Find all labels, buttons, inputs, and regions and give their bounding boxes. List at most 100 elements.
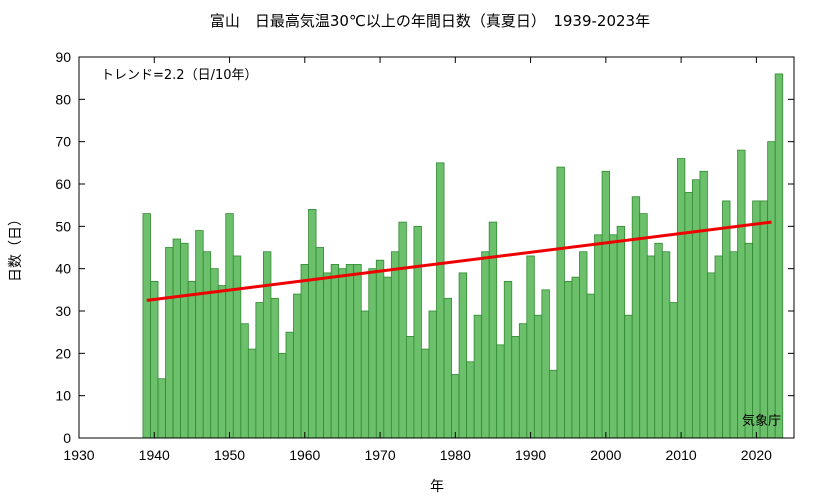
x-axis-label: 年 (430, 479, 444, 495)
bar-2017 (729, 251, 738, 439)
x-tick-label: 2010 (666, 447, 697, 463)
y-tick-label: 30 (55, 303, 71, 319)
bar-1947 (202, 251, 212, 439)
y-tick-label: 60 (55, 176, 71, 192)
bar-1943 (172, 238, 182, 439)
bar-1939 (142, 213, 151, 439)
bar-1964 (330, 264, 340, 439)
bar-1959 (293, 293, 302, 439)
bar-2018 (737, 149, 746, 439)
bar-2021 (759, 200, 769, 439)
y-tick-label: 90 (55, 49, 71, 65)
bar-1941 (157, 378, 166, 439)
y-axis: 0 10 20 30 40 50 60 70 80 90 (55, 49, 794, 446)
bar-2016 (722, 200, 731, 439)
bar-2015 (714, 255, 723, 439)
bar-1963 (323, 272, 332, 439)
bar-2007 (654, 242, 663, 439)
bar-1961 (308, 208, 317, 439)
bars-group (142, 73, 784, 439)
bar-1954 (255, 302, 264, 439)
bar-2020 (752, 200, 761, 439)
bar-1977 (428, 310, 437, 439)
bar-1982 (466, 361, 475, 439)
x-tick-label: 1990 (515, 447, 546, 463)
bar-1974 (405, 335, 415, 439)
bar-1989 (518, 323, 528, 439)
bar-2006 (646, 255, 656, 439)
source-label: 気象庁 (742, 413, 781, 429)
chart-title: 富山 日最高気温30℃以上の年間日数（真夏日） 1939-2023年 (210, 12, 650, 30)
y-tick-label: 20 (55, 345, 71, 361)
x-tick-label: 2020 (741, 447, 772, 463)
bar-1987 (503, 280, 513, 439)
trend-label: トレンド=2.2（日/10年） (101, 68, 258, 83)
bar-1944 (180, 242, 189, 439)
bar-2002 (616, 225, 626, 439)
bar-1991 (533, 314, 543, 439)
bar-1980 (451, 374, 460, 439)
bar-1950 (225, 213, 234, 439)
y-tick-label: 10 (55, 388, 71, 404)
bar-1990 (526, 255, 535, 439)
y-tick-label: 50 (55, 218, 71, 234)
bar-1965 (338, 268, 347, 439)
bar-2003 (624, 314, 633, 439)
bar-1972 (390, 251, 400, 439)
bar-1970 (375, 259, 385, 439)
bar-1996 (571, 276, 580, 439)
bar-2008 (661, 251, 671, 439)
bar-2011 (684, 192, 693, 439)
bar-2022 (767, 141, 776, 439)
bar-1942 (165, 247, 174, 439)
bar-1983 (473, 314, 483, 439)
bar-1978 (436, 162, 445, 439)
bar-2000 (601, 170, 611, 439)
bar-2019 (744, 242, 754, 439)
bar-1955 (262, 251, 272, 439)
bar-1999 (594, 234, 603, 439)
bar-1985 (488, 221, 498, 439)
x-tick-label: 1980 (440, 447, 471, 463)
bar-1988 (511, 335, 520, 439)
bar-1976 (421, 348, 430, 439)
bar-1952 (240, 323, 249, 439)
x-tick-label: 1970 (364, 447, 395, 463)
bar-1984 (481, 251, 490, 439)
y-axis-label: 日数（日） (8, 212, 24, 282)
bar-1979 (443, 297, 452, 439)
y-tick-label: 80 (55, 91, 71, 107)
bar-1969 (368, 268, 377, 439)
bar-2013 (699, 170, 708, 439)
bar-1946 (195, 230, 204, 439)
y-tick-label: 40 (55, 261, 71, 277)
bar-1949 (217, 285, 227, 439)
x-tick-label: 1940 (139, 447, 170, 463)
x-tick-label: 2000 (590, 447, 621, 463)
bar-2009 (669, 302, 678, 439)
plot-frame (78, 56, 795, 439)
bar-1968 (360, 310, 370, 439)
bar-1995 (564, 280, 573, 439)
bar-1951 (232, 255, 242, 439)
bar-1960 (300, 264, 309, 439)
bar-2001 (609, 234, 618, 439)
x-tick-label: 1930 (63, 447, 94, 463)
bar-2005 (639, 213, 648, 439)
bar-2012 (691, 179, 701, 439)
bar-2004 (631, 196, 641, 439)
x-tick-label: 1950 (214, 447, 245, 463)
bar-1966 (345, 264, 355, 439)
bar-1940 (150, 280, 159, 439)
bar-1992 (541, 289, 550, 439)
bar-1986 (496, 344, 505, 439)
bar-1993 (548, 369, 558, 439)
bar-1953 (247, 348, 257, 439)
trend-line (146, 220, 772, 302)
trend-group (146, 220, 772, 302)
bar-1998 (586, 293, 595, 439)
bar-2023 (774, 73, 784, 439)
bar-1945 (187, 280, 197, 439)
x-tick-label: 1960 (289, 447, 320, 463)
